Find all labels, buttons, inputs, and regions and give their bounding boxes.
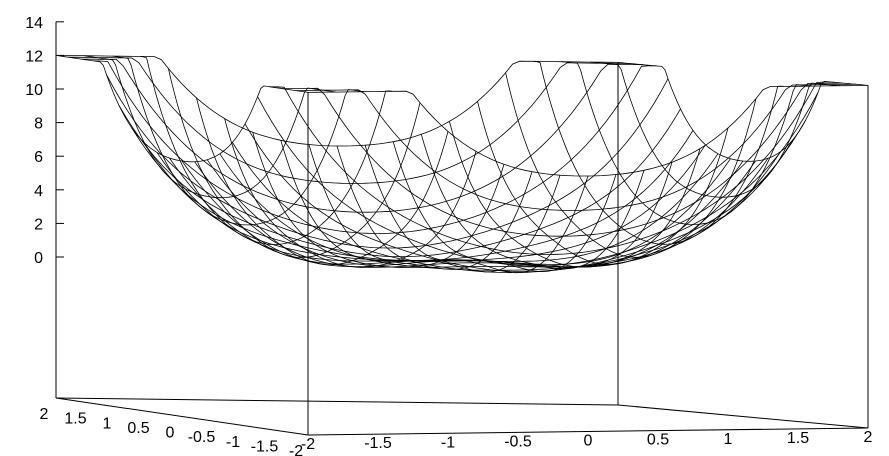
- z-tick-label-2: 2: [34, 216, 43, 233]
- base-edge-front-right: [307, 427, 869, 436]
- x-tick-label--1.5: -1.5: [364, 435, 392, 452]
- z-tick-label-0: 0: [34, 250, 43, 267]
- x-axis: -2 -1.5 -1 -0.5 0 0.5 1 1.5 2: [301, 429, 873, 453]
- z-axis: 14 12 10 8 6 4 2 0: [25, 15, 64, 267]
- mesh-line-x-15: [244, 120, 806, 273]
- y-tick-label-0: 0: [166, 425, 175, 442]
- mesh-line-y-10: [336, 145, 589, 274]
- mesh-line-x-10: [181, 160, 744, 268]
- mesh-line-x-17: [270, 81, 831, 255]
- x-tick-label-0: 0: [584, 433, 593, 450]
- y-tick-label-2: 2: [40, 406, 49, 423]
- x-tick-label--1: -1: [441, 434, 455, 451]
- x-tick-label--0.5: -0.5: [504, 433, 532, 450]
- x-tick-label-1.5: 1.5: [787, 430, 809, 447]
- mesh-line-x-13: [219, 151, 781, 271]
- mesh-line-y-19: [84, 55, 337, 199]
- z-tick-label-6: 6: [34, 149, 43, 166]
- mesh-line-y-1: [589, 61, 841, 198]
- mesh-line-x-5: [118, 105, 681, 258]
- z-tick-label-14: 14: [25, 15, 43, 32]
- plot-box-frame: [55, 55, 869, 436]
- base-edge-back-left: [55, 397, 619, 406]
- y-tick-label--1: -1: [226, 434, 240, 451]
- mesh-line-x-16: [257, 92, 819, 267]
- x-tick-label-2: 2: [864, 429, 873, 446]
- x-tick-label-0.5: 0.5: [647, 432, 669, 449]
- y-tick-label--0.5: -0.5: [188, 429, 216, 446]
- mesh-line-x-9: [169, 157, 731, 265]
- mesh-line-x-1: [68, 56, 631, 184]
- surface-wireframe: [55, 55, 869, 274]
- z-tick-label-8: 8: [34, 116, 43, 133]
- z-tick-label-12: 12: [25, 48, 43, 65]
- mesh-line-x-18: [282, 82, 844, 237]
- z-tick-label-10: 10: [25, 82, 43, 99]
- mesh-line-x-4: [106, 74, 669, 249]
- z-tick-label-4: 4: [34, 183, 43, 200]
- mesh-line-x-11: [194, 160, 756, 268]
- y-tick-label-0.5: 0.5: [127, 420, 149, 437]
- x-tick-label-1: 1: [724, 431, 733, 448]
- base-edge-back-right: [617, 404, 869, 429]
- y-axis: 2 1.5 1 0.5 0 -0.5 -1 -1.5 -2: [40, 406, 304, 456]
- mesh-line-y-13: [252, 132, 505, 268]
- mesh-line-x-19: [295, 83, 856, 211]
- mesh-line-x-3: [93, 60, 656, 234]
- mesh-line-x-20: [307, 85, 869, 177]
- mesh-line-y-20: [55, 55, 309, 163]
- mesh-line-y-17: [140, 56, 393, 245]
- mesh-line-x-8: [156, 152, 719, 262]
- mesh-line-x-6: [131, 127, 694, 262]
- x-tick-label--2: -2: [301, 436, 315, 453]
- base-edge-front-left: [55, 397, 309, 436]
- y-tick-label-1.5: 1.5: [64, 411, 86, 428]
- mesh-line-x-2: [81, 58, 644, 213]
- mesh-line-x-14: [232, 139, 794, 274]
- y-tick-label--1.5: -1.5: [251, 438, 279, 455]
- y-tick-label-1: 1: [103, 415, 112, 432]
- y-tick-label--2: -2: [289, 443, 303, 456]
- mesh-line-y-3: [533, 60, 785, 245]
- mesh-line-x-0: [55, 55, 619, 147]
